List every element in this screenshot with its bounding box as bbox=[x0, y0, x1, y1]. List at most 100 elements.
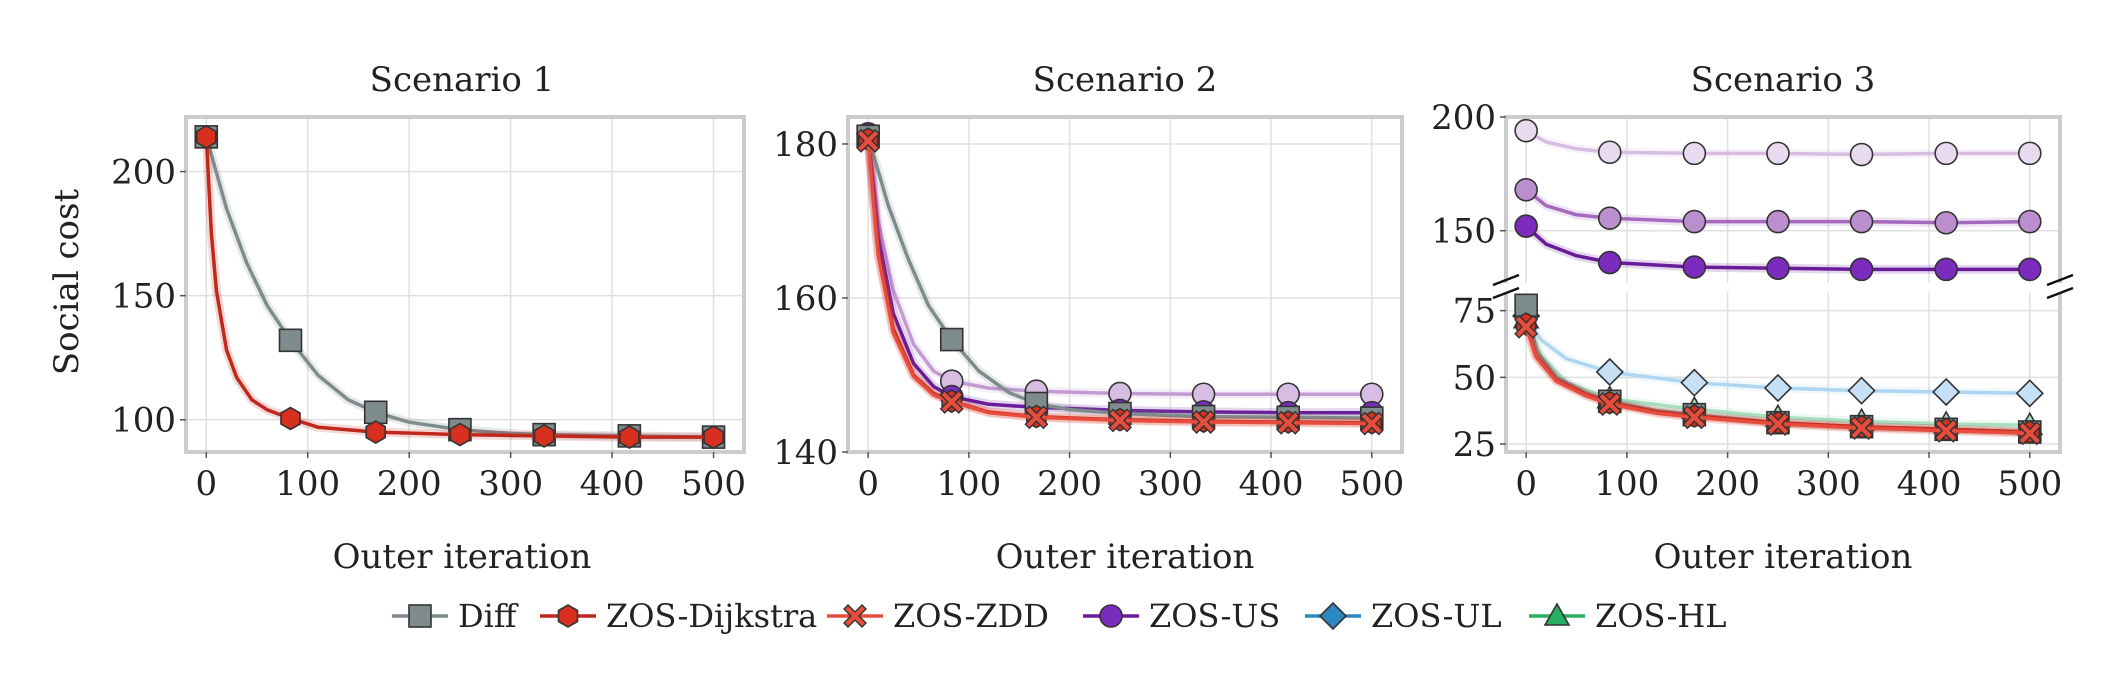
y-tick-label: 50 bbox=[1453, 358, 1496, 398]
data-point-zos-zdd bbox=[1597, 392, 1622, 416]
data-point-zos-us-lightest bbox=[1597, 140, 1622, 165]
legend-item-zos-us: ZOS-US bbox=[1083, 597, 1280, 635]
series-zos-dijkstra bbox=[196, 124, 724, 450]
data-point-zos-us bbox=[2017, 257, 2042, 282]
panel-scenario-3: Scenario 3 Outer iteration 150 200 25 50 75 0… bbox=[1431, 60, 2074, 577]
data-point-zos-us-lightest bbox=[1514, 118, 1538, 143]
legend-item-zos-dijkstra: ZOS-Dijkstra bbox=[540, 597, 817, 635]
x-tick-label: 200 bbox=[1037, 464, 1102, 504]
x-tick-label: 500 bbox=[1997, 464, 2062, 504]
data-point-diff bbox=[939, 327, 964, 352]
plot-frame-bottom bbox=[1504, 292, 2062, 454]
legend-marker bbox=[408, 604, 432, 628]
legend-item-zos-ul: ZOS-UL bbox=[1305, 597, 1502, 635]
data-point-zos-zdd bbox=[1191, 410, 1216, 434]
legend-marker bbox=[1543, 602, 1571, 626]
axis-break-mark bbox=[2046, 286, 2074, 300]
series-zos-zdd bbox=[856, 128, 1384, 436]
series-zos-us bbox=[856, 122, 1384, 425]
data-point-zos-us bbox=[1766, 256, 1790, 281]
y-tick-label: 150 bbox=[111, 277, 176, 317]
data-point-zos-dijkstra bbox=[618, 425, 640, 450]
data-point-zos-ul-light bbox=[1680, 368, 1709, 397]
series-zos-us-medium bbox=[1514, 177, 2042, 235]
data-point-zos-us-medium bbox=[1849, 209, 1874, 234]
series-zos-us bbox=[1514, 214, 2042, 282]
data-point-zos-ul-light bbox=[2015, 379, 2044, 408]
x-tick-label: 200 bbox=[1695, 464, 1760, 504]
series-line-zos-dijkstra bbox=[204, 135, 716, 439]
x-tick-label: 500 bbox=[1339, 464, 1404, 504]
data-point-zos-ul-light bbox=[1847, 376, 1876, 405]
y-tick-label: 160 bbox=[773, 279, 838, 319]
series-band-zos-us bbox=[863, 133, 1372, 418]
data-point-zos-us-lightest bbox=[1682, 141, 1707, 166]
legend-label: ZOS-Dijkstra bbox=[606, 597, 817, 635]
data-point-zos-us-medium bbox=[1597, 206, 1622, 230]
y-tick-label: 200 bbox=[1431, 98, 1496, 138]
axis-break-mark bbox=[2046, 273, 2074, 287]
legend-item-zos-hl: ZOS-HL bbox=[1529, 597, 1727, 635]
series-line-zos-zdd bbox=[866, 139, 1374, 426]
series-diff bbox=[194, 125, 726, 449]
data-point-zos-us-lightest bbox=[1849, 142, 1874, 167]
legend-label: ZOS-UL bbox=[1371, 597, 1502, 635]
data-point-zos-zdd bbox=[1514, 314, 1539, 339]
data-point-zos-zdd bbox=[939, 389, 964, 414]
axis-break-mark bbox=[1492, 286, 1520, 300]
legend: Diff ZOS-Dijkstra ZOS-ZDD ZOS-US ZOS-UL ZOS-H… bbox=[392, 597, 1727, 635]
y-tick-label: 75 bbox=[1453, 292, 1496, 332]
panel-title: Scenario 1 bbox=[370, 60, 555, 100]
data-point-zos-ul-light bbox=[1595, 357, 1624, 387]
x-tick-label: 300 bbox=[478, 464, 543, 504]
y-tick-label: 150 bbox=[1431, 212, 1496, 252]
y-tick-label: 180 bbox=[773, 125, 838, 165]
data-point-zos-us-medium bbox=[1766, 209, 1790, 234]
x-tick-label: 200 bbox=[377, 464, 442, 504]
legend-item-diff: Diff bbox=[392, 597, 519, 635]
y-axis-label: Social cost bbox=[47, 189, 87, 376]
data-point-zos-us bbox=[1514, 214, 1538, 238]
x-tick-label: 100 bbox=[936, 464, 1001, 504]
panel-title: Scenario 2 bbox=[1033, 60, 1218, 100]
series-band-diff bbox=[201, 135, 714, 442]
plot-frame bbox=[184, 115, 746, 454]
data-point-zos-dijkstra bbox=[280, 406, 301, 431]
series-band-zos-dijkstra bbox=[201, 136, 714, 442]
legend-marker bbox=[1318, 601, 1348, 631]
data-point-zos-us-lightest bbox=[1934, 141, 1958, 166]
x-tick-label: 500 bbox=[681, 464, 746, 504]
y-tick-label: 200 bbox=[111, 153, 176, 193]
data-point-zos-dijkstra bbox=[703, 425, 724, 450]
data-point-zos-zdd bbox=[1849, 416, 1874, 440]
data-point-zos-zdd bbox=[1766, 412, 1790, 436]
x-tick-label: 400 bbox=[580, 464, 645, 504]
data-point-zos-us bbox=[1597, 250, 1622, 275]
series-band-zos-us-light bbox=[863, 133, 1372, 399]
series-line-zos-zdd bbox=[1524, 324, 2032, 436]
series-line-zos-us bbox=[866, 132, 1374, 415]
data-point-zos-zdd bbox=[1934, 418, 1959, 443]
x-tick-label: 0 bbox=[195, 464, 217, 504]
x-tick-label: 100 bbox=[1594, 464, 1659, 504]
data-point-diff bbox=[363, 400, 388, 425]
data-point-zos-ul-light bbox=[1763, 373, 1793, 403]
data-point-diff bbox=[278, 328, 303, 353]
series-zos-us-light bbox=[856, 122, 1384, 407]
series-zos-zdd bbox=[1514, 314, 2042, 446]
data-point-zos-zdd bbox=[856, 128, 881, 153]
plot-frame bbox=[846, 115, 1404, 454]
data-point-zos-dijkstra bbox=[365, 420, 387, 445]
data-point-zos-zdd bbox=[2017, 421, 2042, 446]
panel-scenario-2: Scenario 2 Outer iteration 140 160 180 0 100… bbox=[773, 60, 1404, 577]
data-point-zos-zdd bbox=[1682, 405, 1707, 430]
data-point-zos-us bbox=[1849, 257, 1874, 282]
x-axis-label: Outer iteration bbox=[1654, 537, 1913, 577]
panel-scenario-1: Scenario 1 Outer iteration 100 150 200 0 100… bbox=[111, 60, 746, 577]
x-axis-label: Outer iteration bbox=[996, 537, 1255, 577]
axis-break-mark bbox=[1492, 273, 1520, 287]
x-axis-label: Outer iteration bbox=[333, 537, 592, 577]
data-point-zos-us-medium bbox=[2017, 209, 2042, 234]
data-point-zos-zdd bbox=[1276, 410, 1301, 435]
